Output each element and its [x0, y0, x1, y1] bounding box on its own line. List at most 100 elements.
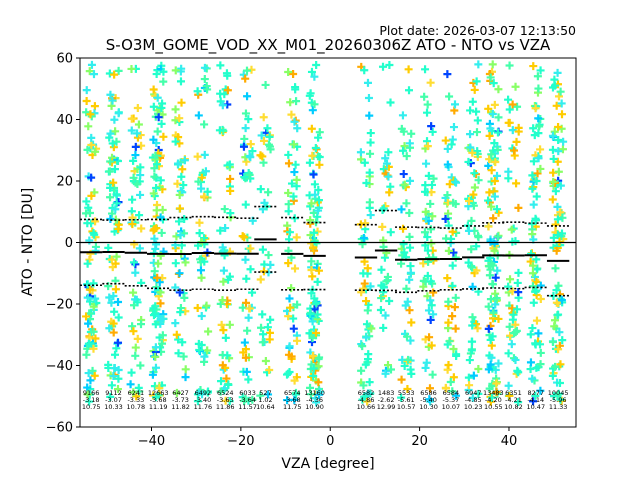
- scatter-point: [292, 233, 301, 242]
- scatter-point: [256, 391, 265, 400]
- scatter-point: [553, 68, 562, 77]
- scatter-point: [397, 393, 406, 402]
- scatter-point: [381, 311, 390, 320]
- scatter-point: [553, 202, 562, 211]
- scatter-point: [130, 240, 139, 249]
- scatter-point: [377, 281, 386, 290]
- scatter-point: [529, 200, 538, 209]
- scatter-point: [311, 143, 320, 152]
- scatter-point: [504, 167, 513, 176]
- scatter-point: [529, 157, 538, 166]
- scatter-point: [264, 140, 273, 149]
- scatter-point: [554, 123, 563, 132]
- scatter-point: [196, 266, 205, 275]
- scatter-point: [365, 111, 374, 120]
- scatter-point: [553, 231, 562, 240]
- scatter-point: [171, 105, 180, 114]
- scatter-point: [504, 95, 513, 104]
- scatter-point: [178, 338, 187, 347]
- scatter-point: [534, 84, 543, 93]
- scatter-point: [366, 129, 375, 138]
- scatter-point: [129, 388, 138, 397]
- scatter-point: [113, 156, 122, 165]
- scatter-point: [314, 133, 323, 142]
- scatter-point: [448, 261, 457, 270]
- scatter-point: [397, 124, 406, 133]
- scatter-point: [217, 320, 226, 329]
- scatter-point: [181, 258, 190, 267]
- scatter-point: [112, 190, 121, 199]
- scatter-point: [526, 330, 535, 339]
- scatter-point: [89, 327, 98, 336]
- scatter-point: [450, 100, 459, 109]
- scatter-point: [529, 124, 538, 133]
- scatter-point: [473, 147, 482, 156]
- scatter-point: [158, 331, 167, 340]
- scatter-point: [91, 246, 100, 255]
- scatter-point: [175, 114, 184, 123]
- scatter-point: [514, 127, 523, 136]
- scatter-point: [365, 168, 374, 177]
- scatter-point: [468, 393, 477, 402]
- scatter-point: [83, 280, 92, 289]
- bin-std-label: 10.30: [419, 403, 438, 411]
- scatter-point: [472, 77, 481, 86]
- scatter-point: [506, 275, 515, 284]
- scatter-point: [289, 70, 298, 79]
- scatter-point: [473, 116, 482, 125]
- x-tick-label: 40: [501, 434, 518, 449]
- scatter-point: [531, 340, 540, 349]
- y-tick-label: 0: [65, 236, 73, 251]
- scatter-point: [149, 304, 158, 313]
- scatter-point: [128, 195, 137, 204]
- scatter-point: [105, 324, 114, 333]
- scatter-point: [197, 312, 206, 321]
- bin-mean-label: -5.37: [442, 396, 459, 404]
- bin-count-label: 6574: [284, 389, 301, 397]
- scatter-point: [549, 154, 558, 163]
- scatter-point: [467, 216, 476, 225]
- scatter-point: [446, 377, 455, 386]
- scatter-point: [290, 168, 299, 177]
- scatter-point: [470, 183, 479, 192]
- scatter-point: [494, 359, 503, 368]
- scatter-point: [180, 214, 189, 223]
- scatter-point: [421, 207, 430, 216]
- scatter-point: [486, 124, 495, 133]
- scatter-point: [216, 387, 225, 396]
- bin-mean-label: -4.14: [527, 396, 544, 404]
- scatter-point: [203, 187, 212, 196]
- scatter-point: [266, 260, 275, 269]
- bin-count-label: 1483: [378, 389, 395, 397]
- scatter-point: [464, 373, 473, 382]
- scatter-point: [551, 362, 560, 371]
- scatter-point: [221, 396, 230, 405]
- scatter-point: [259, 158, 268, 167]
- scatter-point: [285, 294, 294, 303]
- bin-std-label: 10.23: [464, 403, 483, 411]
- scatter-point: [289, 192, 298, 201]
- scatter-point: [449, 345, 458, 354]
- scatter-point: [287, 284, 296, 293]
- scatter-point: [361, 360, 370, 369]
- scatter-point: [404, 65, 413, 74]
- scatter-point: [441, 214, 450, 223]
- scatter-point: [528, 282, 537, 291]
- bin-count-label: 6947: [465, 389, 482, 397]
- bin-mean-label: -2.62: [378, 396, 395, 404]
- scatter-point: [365, 378, 374, 387]
- scatter-point: [556, 360, 565, 369]
- scatter-point: [448, 387, 457, 396]
- scatter-point: [550, 75, 559, 84]
- scatter-point: [199, 192, 208, 201]
- scatter-point: [114, 109, 123, 118]
- scatter-point: [426, 277, 435, 286]
- scatter-point: [112, 199, 121, 208]
- scatter-point: [379, 62, 388, 71]
- scatter-point: [465, 197, 474, 206]
- scatter-point: [550, 127, 559, 136]
- scatter-point: [314, 266, 323, 275]
- scatter-point: [534, 114, 543, 123]
- scatter-point: [505, 322, 514, 331]
